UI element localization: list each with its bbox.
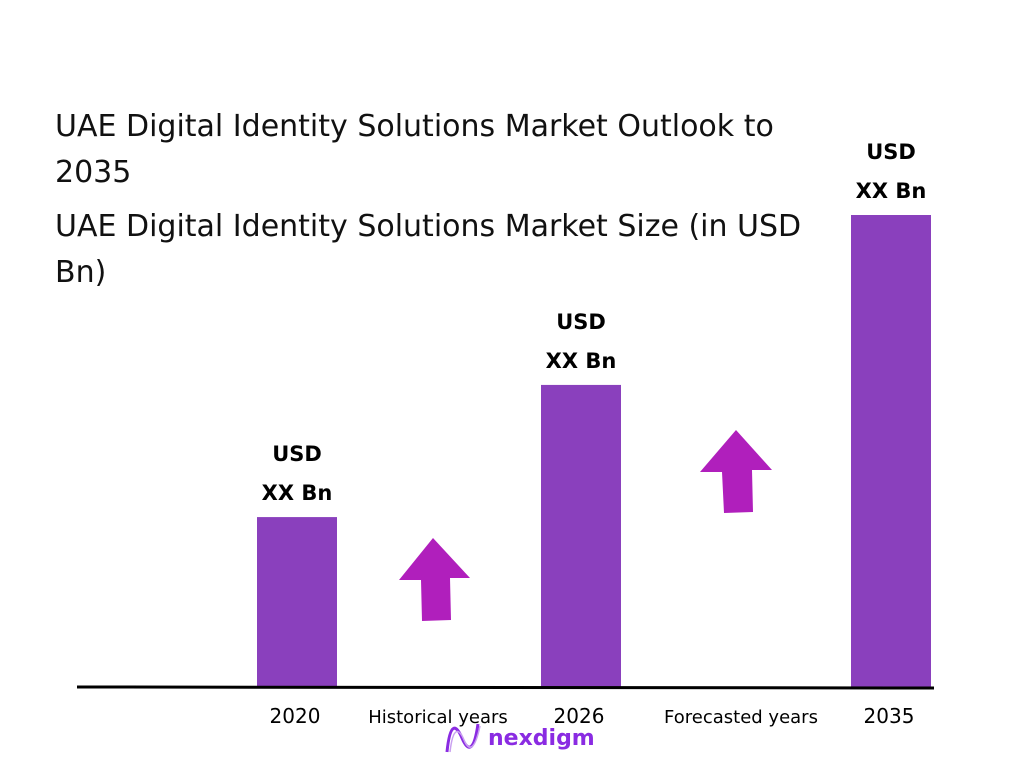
x-tick-2026: 2026 [554, 704, 605, 728]
nexdigm-logo: nexdigm [444, 722, 595, 754]
bar-2020 [257, 517, 337, 687]
x-tick-2020: 2020 [270, 704, 321, 728]
data-label-2020: XX Bn [262, 481, 333, 505]
growth-arrow-icon [700, 430, 772, 513]
bar-2035 [851, 215, 931, 687]
nexdigm-logo-text: nexdigm [488, 725, 595, 751]
data-label-2035: XX Bn [856, 179, 927, 203]
band-label-forecasted: Forecasted years [664, 707, 818, 728]
nexdigm-logo-icon [445, 723, 481, 753]
chart-title: UAE Digital Identity Solutions Market Ou… [55, 109, 774, 190]
growth-arrow-icon [399, 538, 470, 621]
data-label-2026: USD [556, 310, 606, 334]
x-axis [76, 685, 935, 690]
data-label-2020: USD [272, 442, 322, 466]
data-label-2035: USD [866, 140, 916, 164]
data-label-2026: XX Bn [546, 349, 617, 373]
band-label-historical: Historical years [368, 707, 508, 728]
chart-subtitle: UAE Digital Identity Solutions Market Si… [55, 209, 802, 290]
bar-2026 [541, 384, 621, 687]
x-tick-2035: 2035 [864, 704, 915, 728]
